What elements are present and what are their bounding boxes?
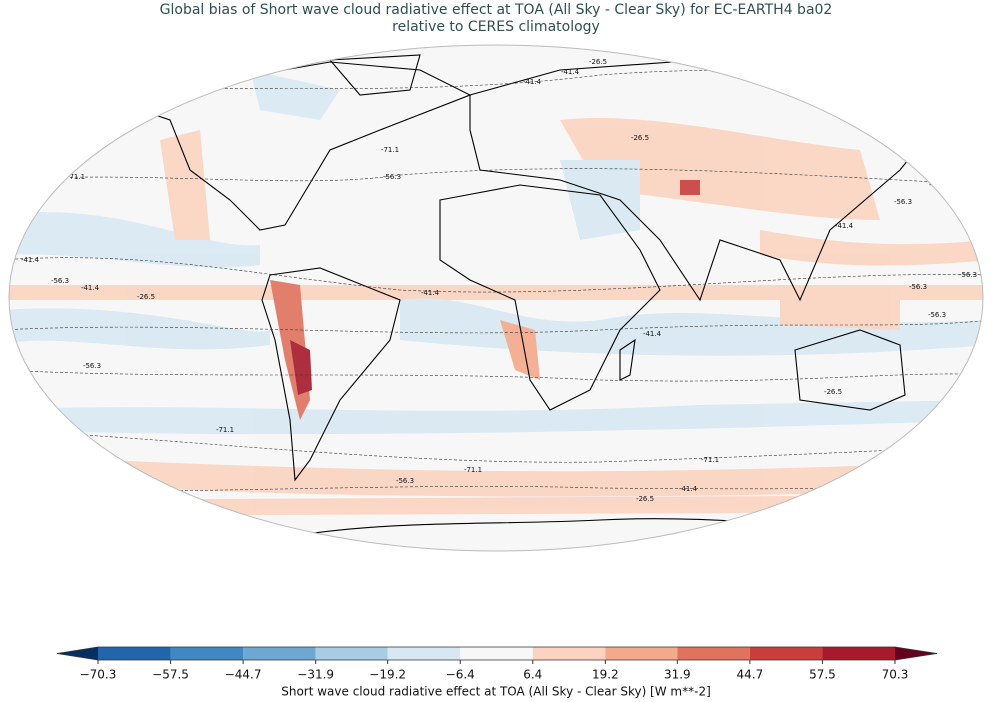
contour-label: -26.5 — [144, 79, 162, 87]
title-line: relative to CERES climatology — [392, 19, 600, 35]
contour-label: -26.5 — [636, 495, 654, 503]
colorbar-bin — [749, 647, 823, 660]
bias-field — [9, 70, 983, 516]
map: -26.5 -56.3 -41.4 -41.4 -26.5 -71.1 -26.5 -56.3… — [9, 45, 983, 551]
contour-label: -71.1 — [381, 146, 399, 154]
colorbar-tick-label: −6.4 — [446, 668, 475, 682]
contour-label: -41.4 — [679, 485, 698, 493]
colorbar-bin — [170, 647, 244, 660]
contour-label: -71.1 — [216, 426, 234, 434]
colorbar-tick-label: −57.5 — [152, 668, 189, 682]
colorbar: −70.3 −57.5 −44.7 −31.9 −19.2 −6.4 6.4 19.2 31.9… — [56, 646, 938, 682]
contour-label: -26.5 — [824, 388, 842, 396]
contour-label: -56.3 — [817, 485, 835, 493]
colorbar-extend — [57, 647, 98, 660]
contour-label: -26.5 — [631, 134, 649, 142]
contour-label: -41.4 — [81, 284, 100, 292]
contour-label: -26.5 — [181, 508, 199, 516]
contour-label: -71.1 — [464, 466, 482, 474]
colorbar-bin — [822, 647, 895, 660]
colorbar-tick-label: 44.7 — [737, 668, 764, 682]
contour-label: -56.3 — [959, 271, 977, 279]
contour-label: -56.3 — [909, 283, 927, 291]
contour-label: -26.5 — [137, 293, 155, 301]
contour-label: -41.4 — [421, 289, 440, 297]
contour-label: -41.4 — [643, 330, 662, 338]
colorbar-bin — [532, 647, 606, 660]
colorbar-tick-label: 19.2 — [592, 668, 619, 682]
contour-label: -41.4 — [835, 222, 854, 230]
contour-label: -56.3 — [383, 173, 401, 181]
contour-label: -71.1 — [67, 173, 85, 181]
contour-label: -41.4 — [21, 256, 40, 264]
contour-label: -41.4 — [164, 493, 183, 501]
colorbar-bin — [243, 647, 316, 660]
colorbar-tick-label: 31.9 — [664, 668, 691, 682]
colorbar-tick-label: 6.4 — [523, 668, 542, 682]
colorbar-extend — [895, 647, 937, 660]
contour-label: -56.3 — [396, 477, 414, 485]
colorbar-bin — [98, 647, 171, 660]
colorbar-tick-label: 70.3 — [882, 668, 909, 682]
contour-label: -41.4 — [523, 78, 542, 86]
contour-label: -71.1 — [701, 456, 719, 464]
colorbar-bin — [460, 647, 533, 660]
map-frame — [8, 44, 984, 552]
contour-label: -56.3 — [111, 95, 129, 103]
contour-labels: -26.5 -56.3 -41.4 -41.4 -26.5 -71.1 -26.5 -56.3… — [21, 58, 977, 516]
title-line: Global bias of Short wave cloud radiativ… — [160, 2, 833, 18]
colorbar-label: Short wave cloud radiative effect at TOA… — [281, 685, 711, 699]
contour-label: -41.4 — [561, 68, 580, 76]
contour-label: -56.3 — [51, 277, 69, 285]
colorbar-bin — [315, 647, 388, 660]
colorbar-bin — [677, 647, 750, 660]
contour-label: -56.3 — [928, 311, 946, 319]
colorbar-tick-label: −70.3 — [80, 668, 117, 682]
colorbar-bin — [387, 647, 461, 660]
colorbar-tick-label: −44.7 — [225, 668, 262, 682]
colorbar-tick-label: 57.5 — [809, 668, 836, 682]
contour-label: -56.3 — [83, 362, 101, 370]
colorbar-tick-label: −31.9 — [297, 668, 334, 682]
colorbar-bin — [605, 647, 678, 660]
colorbar-tick-label: −19.2 — [369, 668, 406, 682]
contour-label: -56.3 — [894, 198, 912, 206]
contour-label: -26.5 — [589, 58, 607, 66]
